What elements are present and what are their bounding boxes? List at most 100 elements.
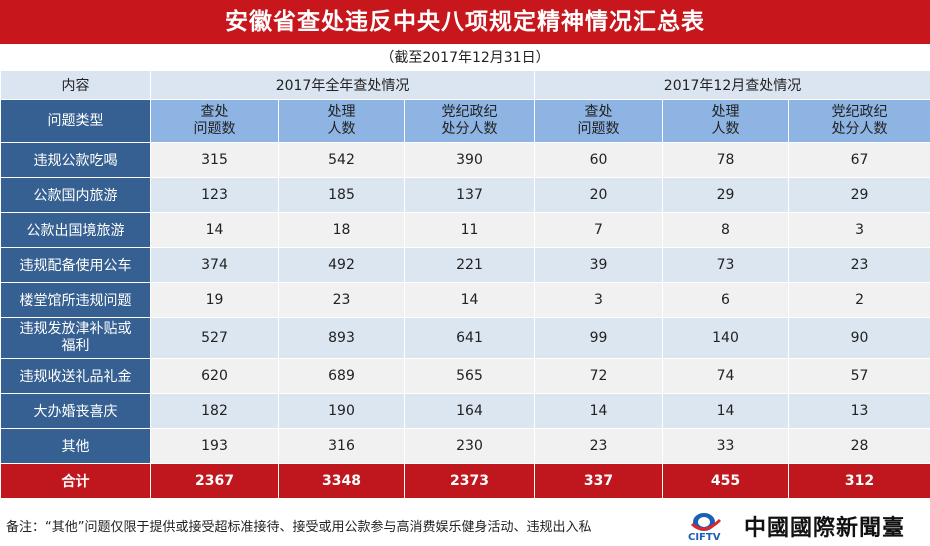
summary-table: 内容 2017年全年查处情况 2017年12月查处情况 问题类型 查处 问题数 处理… [0,70,930,499]
table-cell: 20 [534,177,664,213]
table-cell: 527 [150,317,279,359]
table-cell: 57 [788,358,930,394]
type-header: 问题类型 [0,99,151,143]
total-cell: 3348 [278,463,405,499]
table-cell: 8 [662,212,790,248]
column-header: 党纪政纪 处分人数 [788,99,930,143]
table-cell: 11 [403,212,536,248]
table-cell: 67 [788,142,930,178]
table-cell: 23 [534,428,664,464]
footnote: 备注：“其他”问题仅限于提供或接受超标准接待、接受或用公款参与高消费娱乐健身活动… [6,520,592,535]
table-cell: 13 [788,393,930,429]
table-cell: 620 [150,358,279,394]
year-group-header: 2017年全年查处情况 [149,70,536,100]
table-row: 楼堂馆所违规问题 19 23 14 3 6 2 [0,282,930,318]
row-label: 违规公款吃喝 [0,142,151,178]
row-label: 公款出国境旅游 [0,212,151,248]
total-cell: 455 [662,463,790,499]
table-row: 其他 193 316 230 23 33 28 [0,428,930,464]
table-cell: 185 [278,177,405,213]
table-cell: 374 [150,247,279,283]
table-cell: 99 [534,317,664,359]
table-cell: 193 [150,428,279,464]
table-cell: 182 [150,393,279,429]
table-cell: 492 [278,247,405,283]
table-cell: 18 [278,212,405,248]
column-header: 党纪政纪 处分人数 [403,99,536,143]
total-row: 合计 2367 3348 2373 337 455 312 [0,463,930,499]
table-cell: 190 [278,393,405,429]
content-header: 内容 [0,70,151,100]
table-cell: 316 [278,428,405,464]
row-label: 公款国内旅游 [0,177,151,213]
total-cell: 312 [788,463,930,499]
column-header: 处理 人数 [662,99,790,143]
header-row-columns: 问题类型 查处 问题数 处理 人数 党纪政纪 处分人数 查处 问题数 处理 人数 党纪政纪 处分人数 [0,99,930,143]
table-cell: 7 [534,212,664,248]
row-label: 其他 [0,428,151,464]
table-cell: 14 [150,212,279,248]
table-cell: 641 [403,317,536,359]
row-label: 违规发放津补贴或 福利 [0,317,151,359]
table-cell: 565 [403,358,536,394]
table-cell: 123 [150,177,279,213]
table-cell: 221 [403,247,536,283]
logo-text: 中國國際新聞臺 [744,515,906,541]
table-row: 公款出国境旅游 14 18 11 7 8 3 [0,212,930,248]
column-header: 查处 问题数 [534,99,664,143]
table-cell: 74 [662,358,790,394]
table-cell: 14 [403,282,536,318]
table-row: 大办婚丧喜庆 182 190 164 14 14 13 [0,393,930,429]
total-label: 合计 [0,463,151,499]
table-row: 违规收送礼品礼金 620 689 565 72 74 57 [0,358,930,394]
table-cell: 689 [278,358,405,394]
table-cell: 23 [788,247,930,283]
column-header: 查处 问题数 [150,99,279,143]
page-title: 安徽省查处违反中央八项规定精神情况汇总表 [0,0,930,44]
svg-text:CIFTV: CIFTV [688,532,721,542]
table-row: 公款国内旅游 123 185 137 20 29 29 [0,177,930,213]
table-cell: 14 [662,393,790,429]
table-cell: 28 [788,428,930,464]
table-cell: 6 [662,282,790,318]
total-cell: 2373 [403,463,536,499]
table-cell: 2 [788,282,930,318]
table-cell: 137 [403,177,536,213]
table-cell: 23 [278,282,405,318]
table-row: 违规发放津补贴或 福利 527 893 641 99 140 90 [0,317,930,359]
row-label: 违规配备使用公车 [0,247,151,283]
table-cell: 315 [150,142,279,178]
table-cell: 230 [403,428,536,464]
row-label: 大办婚丧喜庆 [0,393,151,429]
table-cell: 542 [278,142,405,178]
table-cell: 39 [534,247,664,283]
row-label: 楼堂馆所违规问题 [0,282,151,318]
table-row: 违规公款吃喝 315 542 390 60 78 67 [0,142,930,178]
table-cell: 3 [534,282,664,318]
table-cell: 72 [534,358,664,394]
row-label: 违规收送礼品礼金 [0,358,151,394]
table-cell: 29 [662,177,790,213]
table-cell: 90 [788,317,930,359]
table-cell: 164 [403,393,536,429]
table-cell: 73 [662,247,790,283]
total-cell: 337 [534,463,664,499]
table-cell: 893 [278,317,405,359]
header-row-groups: 内容 2017年全年查处情况 2017年12月查处情况 [0,70,930,100]
table-cell: 78 [662,142,790,178]
footer: 备注：“其他”问题仅限于提供或接受超标准接待、接受或用公款参与高消费娱乐健身活动… [0,506,930,546]
table-row: 违规配备使用公车 374 492 221 39 73 23 [0,247,930,283]
total-cell: 2367 [150,463,279,499]
table-cell: 3 [788,212,930,248]
table-cell: 140 [662,317,790,359]
table-cell: 14 [534,393,664,429]
ciftv-logo-icon: CIFTV [686,510,738,543]
month-group-header: 2017年12月查处情况 [534,70,930,100]
table-cell: 33 [662,428,790,464]
column-header: 处理 人数 [278,99,405,143]
table-cell: 29 [788,177,930,213]
table-cell: 390 [403,142,536,178]
table-cell: 19 [150,282,279,318]
channel-logo: CIFTV 中國國際新聞臺 [680,506,930,546]
date-subtitle: （截至2017年12月31日） [380,50,550,66]
